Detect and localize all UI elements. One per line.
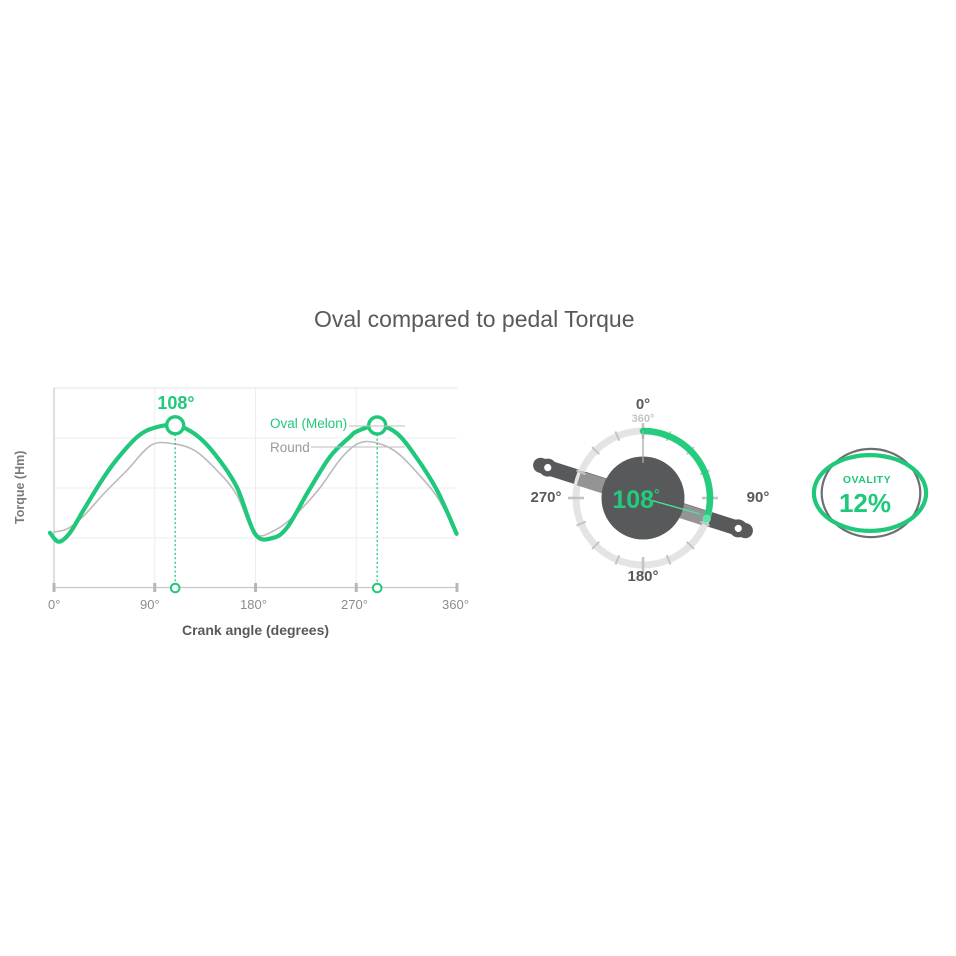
svg-text:OVALITY: OVALITY — [843, 474, 891, 486]
svg-text:12%: 12% — [839, 488, 891, 518]
